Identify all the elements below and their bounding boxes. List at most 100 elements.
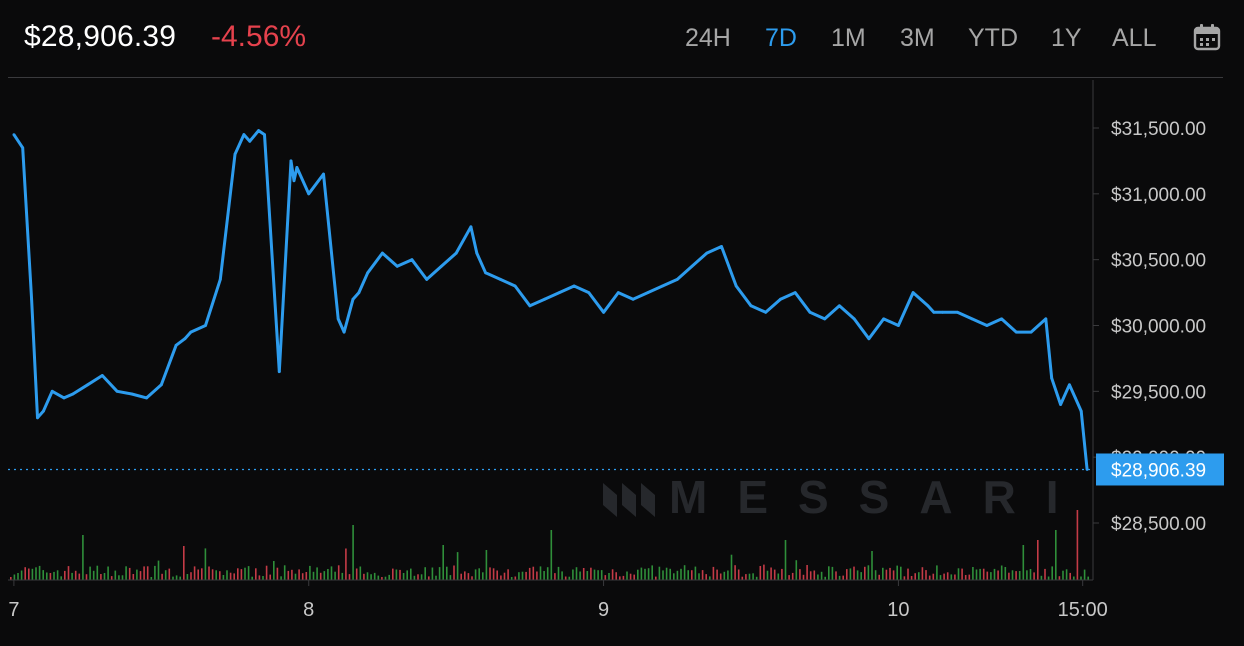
range-7d-button[interactable]: 7D [765, 24, 797, 52]
volume-bar [979, 568, 981, 580]
volume-bar [773, 569, 776, 580]
current-price: $28,906.39 [24, 20, 177, 53]
volume-bar [972, 567, 974, 580]
volume-bar [658, 566, 661, 580]
price-point [322, 172, 325, 176]
volume-bar [766, 570, 769, 580]
volume-bar [489, 567, 491, 580]
volume-bar [698, 573, 700, 580]
price-point [357, 291, 361, 294]
price-point [764, 310, 768, 314]
price-point [557, 291, 561, 294]
y-tick-label: $31,000.00 [1111, 185, 1206, 206]
volume-bar [1087, 576, 1089, 580]
price-point [218, 278, 222, 281]
volume-bar [420, 574, 423, 580]
volume-bar [128, 567, 131, 580]
price-point [528, 304, 532, 308]
volume-bar [586, 571, 589, 580]
messari-logo-icon [603, 483, 655, 517]
price-point [720, 245, 723, 248]
volume-bar [312, 571, 315, 580]
price-point [956, 310, 959, 314]
y-tick-label: $31,500.00 [1111, 119, 1206, 140]
volume-bar [572, 569, 574, 580]
volume-bar [247, 566, 250, 580]
volume-bar [175, 575, 178, 580]
volume-bar [201, 568, 203, 580]
x-tick-label: 9 [598, 599, 609, 621]
volume-bar [161, 573, 163, 580]
volume-bar [294, 573, 297, 580]
volume-bar [626, 571, 628, 580]
volume-bar [936, 565, 938, 580]
volume-bar [226, 570, 228, 580]
price-point [1073, 396, 1077, 400]
price-point [277, 370, 281, 373]
calendar-icon[interactable] [1192, 22, 1222, 52]
volume-bar [1026, 570, 1028, 580]
volume-bar [150, 577, 153, 580]
y-tick-label: $29,500.00 [1111, 382, 1206, 403]
volume-bar [110, 576, 113, 580]
volume-bar [982, 568, 985, 580]
volume-bar [719, 573, 722, 580]
volume-bar [377, 575, 380, 580]
price-line [12, 129, 1089, 470]
volume-bar [464, 571, 466, 580]
volume-bar [593, 569, 596, 580]
volume-bar [20, 570, 23, 580]
range-24h-button[interactable]: 24H [685, 24, 731, 52]
y-tick-label: $30,000.00 [1111, 317, 1206, 338]
volume-bar [255, 568, 257, 580]
volume-bar [655, 576, 657, 580]
price-point [248, 139, 252, 143]
price-point [941, 310, 944, 314]
volume-bar [619, 576, 621, 580]
volume-bar [579, 571, 581, 580]
volume-bar [521, 571, 524, 580]
volume-bar [871, 551, 873, 580]
range-3m-button[interactable]: 3M [900, 24, 935, 52]
volume-bar [265, 565, 268, 580]
range-1y-button[interactable]: 1Y [1051, 24, 1082, 52]
volume-bar [615, 572, 617, 580]
volume-bar [82, 535, 84, 580]
volume-bar [190, 572, 192, 580]
price-point [233, 152, 237, 156]
price-point [631, 297, 635, 301]
volume-bar [240, 569, 243, 580]
range-all-button[interactable]: ALL [1112, 24, 1157, 52]
volume-bar [233, 573, 235, 580]
volume-bar [928, 575, 931, 580]
price-point [50, 389, 54, 393]
volume-bar [96, 565, 99, 580]
volume-bar [71, 572, 73, 580]
volume-bar [665, 567, 668, 580]
volume-bar [146, 566, 149, 580]
volume-bar [172, 576, 174, 580]
volume-bar [964, 575, 967, 580]
volume-bar [92, 570, 95, 580]
volume-bar [453, 565, 455, 580]
volume-bar [417, 574, 419, 580]
x-tick-label: 10 [887, 599, 909, 621]
volume-bar [179, 576, 181, 580]
volume-bar [395, 569, 398, 580]
volume-bar [712, 566, 715, 580]
price-point [1014, 330, 1018, 334]
range-ytd-button[interactable]: YTD [968, 24, 1018, 52]
volume-bar [276, 567, 279, 580]
volume-bar [925, 570, 927, 580]
price-point [1085, 468, 1089, 471]
volume-bar [467, 573, 470, 580]
volume-bar [17, 573, 19, 580]
volume-bar [809, 571, 812, 580]
volume-bar [1008, 572, 1010, 580]
price-point [36, 416, 39, 420]
volume-bar [10, 577, 12, 580]
volume-bar [705, 574, 707, 580]
range-1m-button[interactable]: 1M [831, 24, 866, 52]
price-point [779, 297, 782, 301]
